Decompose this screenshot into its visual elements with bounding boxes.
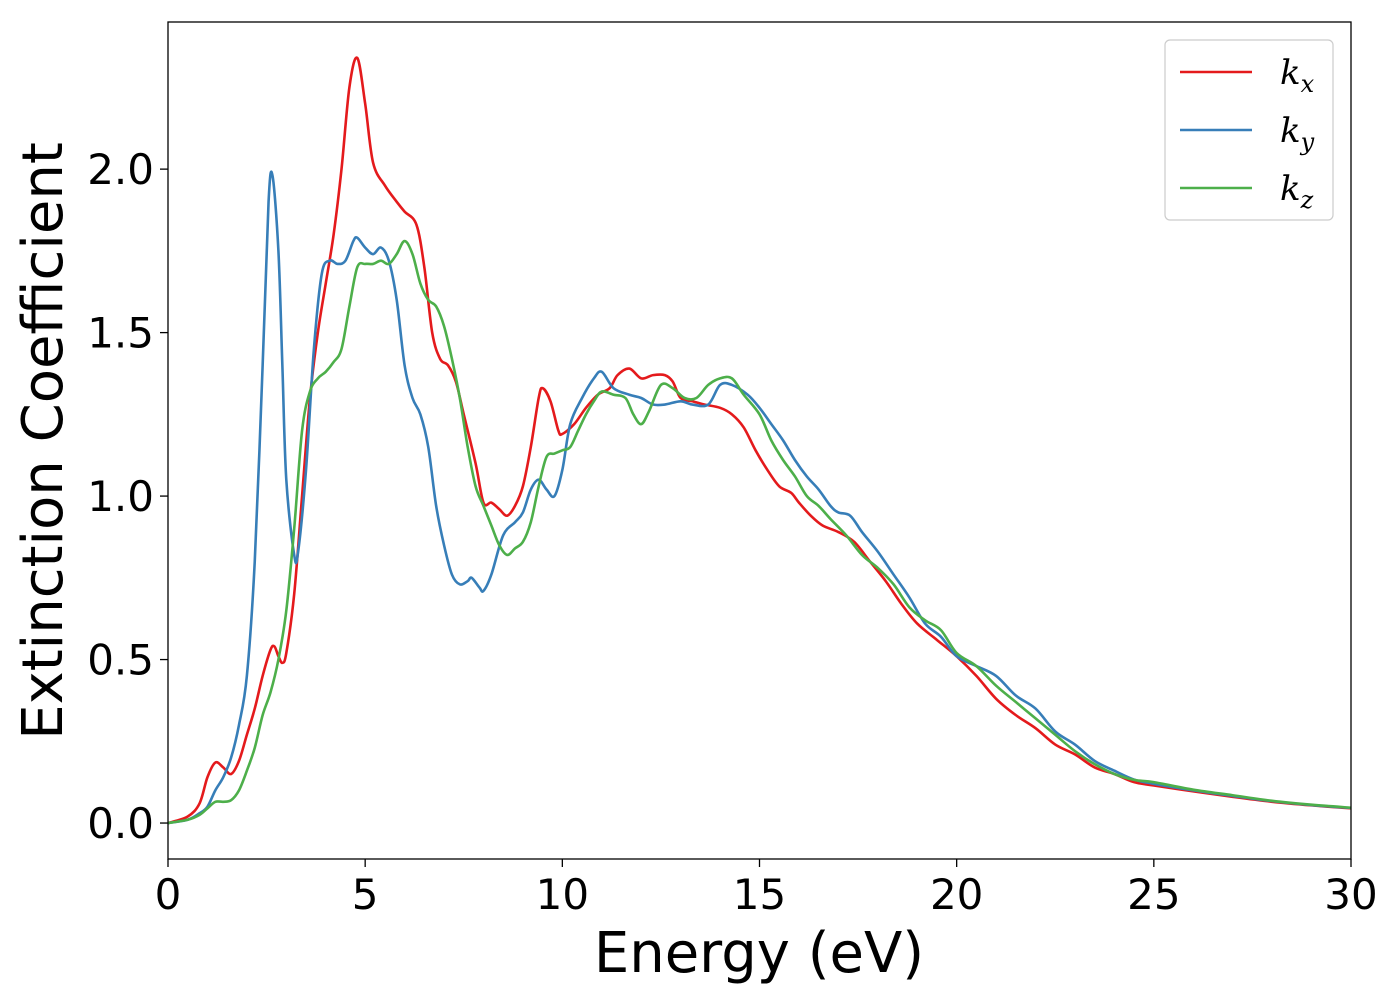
x-tick-label: 25 bbox=[1127, 870, 1180, 919]
x-tick-label: 15 bbox=[733, 870, 786, 919]
x-axis-label: Energy (eV) bbox=[594, 921, 924, 986]
x-tick-label: 5 bbox=[352, 870, 379, 919]
y-tick-label: 2.0 bbox=[87, 145, 154, 194]
x-tick-label: 30 bbox=[1324, 870, 1377, 919]
plot-lines bbox=[167, 56, 1352, 825]
legend-entries: kx ky kz bbox=[1180, 53, 1315, 214]
legend-label-kx: kx bbox=[1280, 53, 1315, 98]
series-line-kz bbox=[167, 239, 1352, 825]
y-tick-label: 0.5 bbox=[87, 636, 154, 685]
x-tick-label: 20 bbox=[930, 870, 983, 919]
y-tick-label: 1.5 bbox=[87, 309, 154, 358]
x-tick-label: 10 bbox=[536, 870, 589, 919]
legend: kx ky kz bbox=[1164, 39, 1334, 221]
y-tick-label: 1.0 bbox=[87, 472, 154, 521]
legend-label-kz: kz bbox=[1280, 169, 1314, 214]
series-line-kx bbox=[167, 56, 1352, 825]
y-axis-label: Extinction Coefficient bbox=[11, 142, 76, 740]
y-tick-label: 0.0 bbox=[87, 799, 154, 848]
x-tick-label: 0 bbox=[155, 870, 182, 919]
x-axis-ticks: 0 5 10 15 20 25 30 bbox=[155, 859, 1378, 919]
legend-label-ky: ky bbox=[1280, 111, 1315, 156]
series-line-ky bbox=[167, 170, 1352, 825]
y-axis-ticks: 0.0 0.5 1.0 1.5 2.0 bbox=[87, 145, 168, 848]
